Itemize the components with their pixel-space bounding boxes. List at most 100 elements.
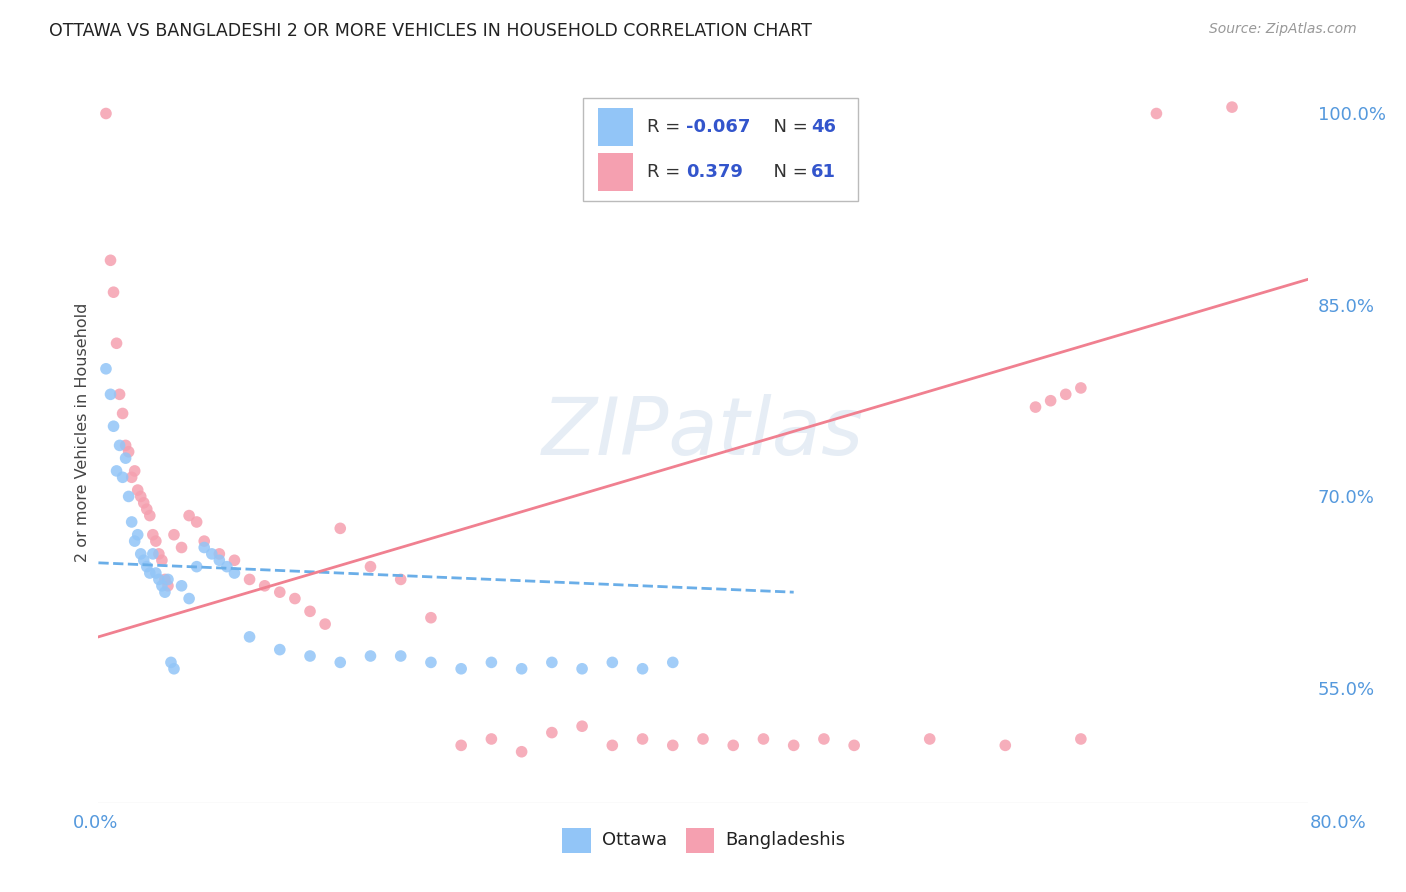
Point [132,553,155,567]
Point [163,662,186,676]
Point [145,566,167,580]
Point [314,617,336,632]
Point [170,541,193,555]
Point [661,656,683,670]
Point [253,579,276,593]
Point [224,553,246,567]
Text: R =: R = [647,118,686,136]
Point [179,591,201,606]
Point [389,573,412,587]
Point [239,630,262,644]
Point [201,547,224,561]
Point [148,573,170,587]
Text: Source: ZipAtlas.com: Source: ZipAtlas.com [1209,22,1357,37]
Text: 61: 61 [811,163,837,181]
Point [105,464,128,478]
Point [1024,400,1046,414]
Point [135,502,157,516]
Point [752,731,775,746]
Point [108,387,131,401]
Text: N =: N = [762,118,814,136]
Point [208,547,231,561]
Point [111,470,134,484]
Point [121,470,143,484]
Point [153,573,176,587]
Point [186,559,208,574]
Point [450,739,472,753]
Point [329,521,352,535]
Point [132,496,155,510]
Point [142,547,165,561]
Point [153,585,176,599]
Point [179,508,201,523]
Point [215,559,238,574]
Point [118,490,141,504]
Point [631,662,654,676]
Point [148,547,170,561]
Point [269,642,291,657]
Point [94,106,117,120]
Point [142,527,165,541]
Point [450,662,472,676]
Point [1070,731,1092,746]
Point [127,527,149,541]
Point [481,656,503,670]
Point [299,604,322,618]
Point [121,515,143,529]
Point [139,508,162,523]
Point [111,407,134,421]
Point [129,490,152,504]
Point [160,656,183,670]
Point [481,731,503,746]
Point [124,534,146,549]
Point [1039,393,1062,408]
Point [844,739,866,753]
Point [114,451,136,466]
Point [224,566,246,580]
Point [994,739,1017,753]
Point [150,579,173,593]
Point [1146,106,1168,120]
Point [94,361,117,376]
Point [299,648,322,663]
Point [284,591,307,606]
Point [239,573,262,587]
Point [813,731,835,746]
Point [127,483,149,497]
Point [105,336,128,351]
Text: R =: R = [647,163,686,181]
Point [124,464,146,478]
Point [193,534,215,549]
Point [540,725,562,739]
Text: Bangladeshis: Bangladeshis [725,831,845,849]
Y-axis label: 2 or more Vehicles in Household: 2 or more Vehicles in Household [75,303,90,562]
Point [103,419,125,434]
Point [156,579,179,593]
Text: N =: N = [762,163,814,181]
Point [100,253,122,268]
Point [783,739,806,753]
Point [571,662,593,676]
Point [269,585,291,599]
Text: 46: 46 [811,118,837,136]
Point [139,566,162,580]
Point [918,731,941,746]
Point [631,731,654,746]
Point [360,559,382,574]
Point [723,739,745,753]
Point [114,438,136,452]
Point [389,648,412,663]
Point [329,656,352,670]
Point [163,527,186,541]
Point [150,553,173,567]
Point [103,285,125,300]
Text: ZIPatlas: ZIPatlas [541,393,865,472]
Point [661,739,683,753]
Point [108,438,131,452]
Point [100,387,122,401]
Point [170,579,193,593]
Point [510,662,533,676]
Point [193,541,215,555]
Text: OTTAWA VS BANGLADESHI 2 OR MORE VEHICLES IN HOUSEHOLD CORRELATION CHART: OTTAWA VS BANGLADESHI 2 OR MORE VEHICLES… [49,22,813,40]
Point [571,719,593,733]
